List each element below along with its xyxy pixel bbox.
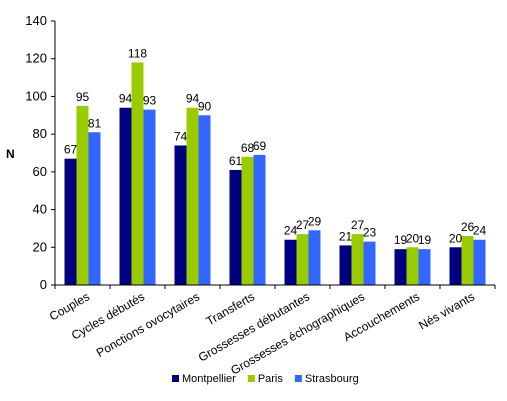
- bar-strasbourg: [88, 132, 101, 285]
- bar-strasbourg: [253, 154, 266, 285]
- bar-paris: [461, 235, 474, 285]
- data-label: 94: [186, 92, 200, 106]
- y-tick-label: 40: [33, 202, 47, 217]
- y-tick-label: 60: [33, 164, 47, 179]
- x-tick-label: Ponctions ovocytaires: [94, 289, 202, 359]
- legend-label: Montpellier: [182, 373, 236, 385]
- data-label: 81: [88, 116, 102, 130]
- data-label: 26: [461, 220, 475, 234]
- y-tick-label: 120: [25, 51, 47, 66]
- y-tick-label: 20: [33, 239, 47, 254]
- bar-paris: [406, 247, 419, 285]
- bar-montpellier: [174, 145, 187, 285]
- x-tick-label: Couples: [47, 289, 92, 323]
- data-label: 94: [119, 92, 133, 106]
- y-tick-label: 80: [33, 126, 47, 141]
- data-label: 67: [64, 143, 78, 157]
- data-label: 61: [229, 154, 243, 168]
- data-label: 69: [253, 139, 267, 153]
- data-label: 24: [284, 224, 298, 238]
- bar-paris: [76, 105, 89, 285]
- data-label: 21: [339, 229, 353, 243]
- bar-paris: [351, 234, 364, 285]
- x-tick-label: Nés vivants: [416, 289, 477, 332]
- data-label: 68: [241, 141, 255, 155]
- data-label: 90: [198, 99, 212, 113]
- bar-montpellier: [449, 247, 462, 285]
- bar-montpellier: [229, 169, 242, 285]
- bar-strasbourg: [143, 109, 156, 285]
- bar-paris: [131, 62, 144, 285]
- data-label: 23: [363, 226, 377, 240]
- legend-label: Paris: [258, 373, 284, 385]
- y-axis: 0 20 40 60 80 100 120 140: [25, 13, 56, 292]
- legend-swatch: [247, 375, 255, 382]
- data-label: 19: [418, 233, 432, 247]
- data-label: 95: [76, 90, 90, 104]
- y-axis-title: N: [6, 147, 15, 161]
- data-label: 27: [296, 218, 310, 232]
- bar-strasbourg: [363, 241, 376, 285]
- legend-swatch: [294, 375, 302, 382]
- bar-montpellier: [284, 239, 297, 285]
- legend-swatch: [172, 375, 179, 382]
- y-tick-label: 100: [25, 88, 47, 103]
- legend-label: Strasbourg: [305, 373, 359, 385]
- bar-strasbourg: [308, 230, 321, 285]
- bar-strasbourg: [473, 239, 486, 285]
- data-label: 93: [143, 94, 157, 108]
- data-label: 118: [128, 46, 147, 60]
- y-tick-label: 140: [25, 13, 47, 28]
- bar-strasbourg: [198, 115, 211, 286]
- bar-montpellier: [394, 249, 407, 285]
- bar-paris: [296, 234, 309, 285]
- data-label: 74: [174, 129, 188, 143]
- bar-paris: [241, 156, 254, 285]
- bar-montpellier: [64, 158, 77, 285]
- data-label: 29: [308, 214, 322, 228]
- y-tick-label: 0: [40, 277, 47, 292]
- data-label: 20: [406, 231, 420, 245]
- data-label: 20: [449, 231, 463, 245]
- legend: Montpellier Paris Strasbourg: [172, 373, 359, 385]
- data-label: 24: [473, 224, 487, 238]
- bar-montpellier: [339, 245, 352, 285]
- bar-strasbourg: [418, 249, 431, 285]
- bars: [64, 62, 486, 286]
- data-label: 19: [394, 233, 408, 247]
- bar-montpellier: [119, 107, 132, 285]
- bar-paris: [186, 107, 199, 285]
- data-label: 27: [351, 218, 365, 232]
